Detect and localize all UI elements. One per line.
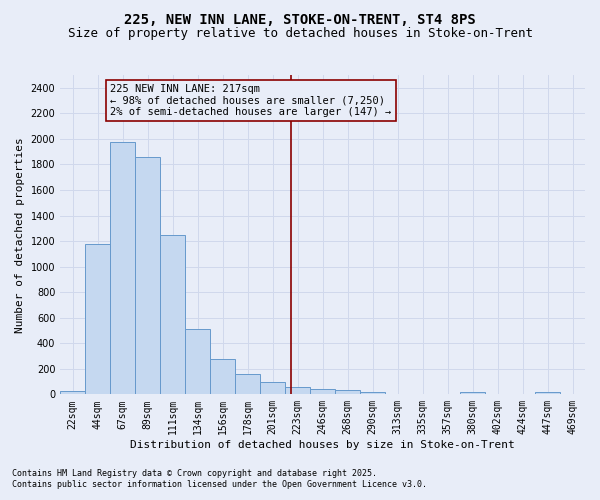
Bar xyxy=(185,328,210,394)
Text: Size of property relative to detached houses in Stoke-on-Trent: Size of property relative to detached ho… xyxy=(67,28,533,40)
Bar xyxy=(60,390,85,394)
Bar xyxy=(85,244,110,394)
Text: 225, NEW INN LANE, STOKE-ON-TRENT, ST4 8PS: 225, NEW INN LANE, STOKE-ON-TRENT, ST4 8… xyxy=(124,12,476,26)
Bar xyxy=(135,158,160,394)
Bar xyxy=(235,374,260,394)
Bar xyxy=(535,392,560,394)
Text: 225 NEW INN LANE: 217sqm
← 98% of detached houses are smaller (7,250)
2% of semi: 225 NEW INN LANE: 217sqm ← 98% of detach… xyxy=(110,84,391,117)
Bar xyxy=(460,392,485,394)
Text: Contains public sector information licensed under the Open Government Licence v3: Contains public sector information licen… xyxy=(12,480,427,489)
Bar xyxy=(335,390,360,394)
X-axis label: Distribution of detached houses by size in Stoke-on-Trent: Distribution of detached houses by size … xyxy=(130,440,515,450)
Bar xyxy=(285,388,310,394)
Bar xyxy=(260,382,285,394)
Bar xyxy=(310,388,335,394)
Bar xyxy=(210,359,235,394)
Bar xyxy=(110,142,135,395)
Bar xyxy=(360,392,385,394)
Bar xyxy=(160,236,185,394)
Text: Contains HM Land Registry data © Crown copyright and database right 2025.: Contains HM Land Registry data © Crown c… xyxy=(12,468,377,477)
Y-axis label: Number of detached properties: Number of detached properties xyxy=(15,137,25,332)
